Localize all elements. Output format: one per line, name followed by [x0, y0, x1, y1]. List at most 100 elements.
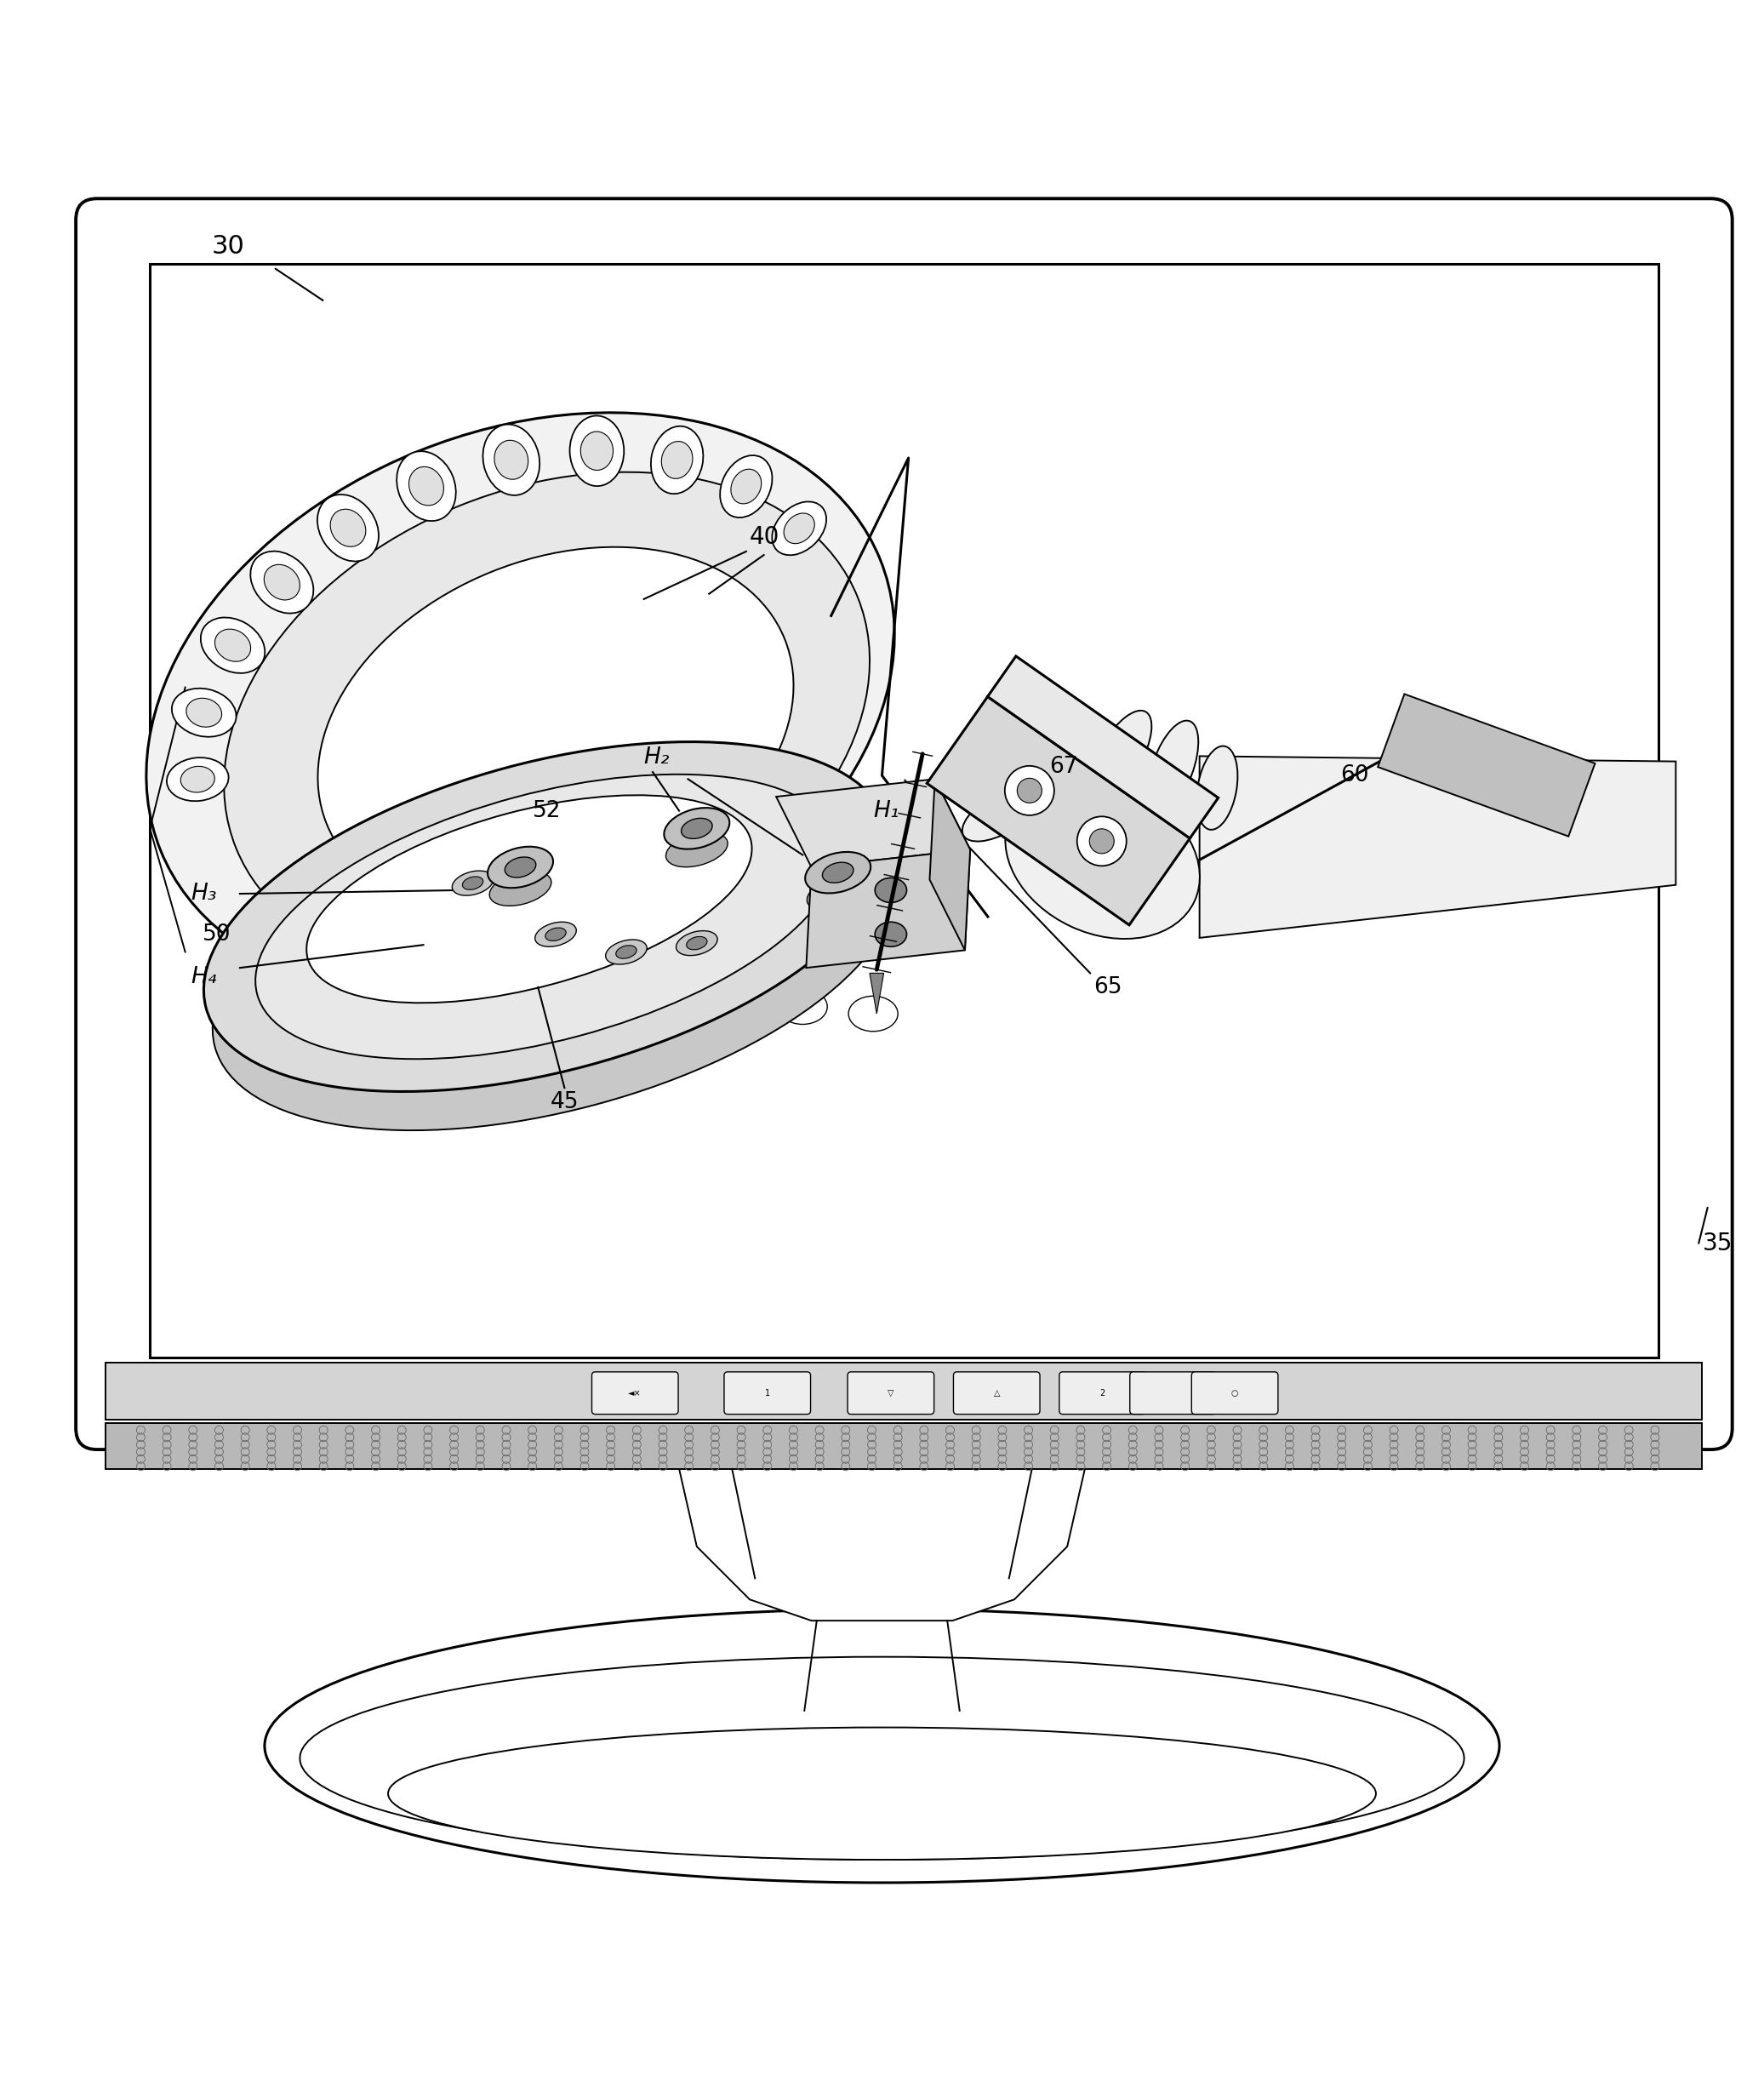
Ellipse shape: [662, 441, 693, 478]
Text: H₁: H₁: [873, 799, 900, 822]
Text: 40: 40: [750, 524, 780, 550]
Ellipse shape: [307, 795, 751, 1003]
Ellipse shape: [570, 415, 624, 487]
Ellipse shape: [425, 1013, 475, 1049]
Text: 1: 1: [766, 1389, 769, 1397]
Polygon shape: [988, 657, 1219, 839]
Bar: [106, 1422, 1702, 1469]
Ellipse shape: [707, 982, 757, 1018]
Ellipse shape: [681, 818, 713, 839]
Text: 50: 50: [203, 923, 231, 946]
Text: 45: 45: [550, 1091, 579, 1114]
Ellipse shape: [1014, 730, 1085, 810]
Ellipse shape: [487, 848, 554, 887]
Text: 67: 67: [1050, 755, 1078, 778]
Polygon shape: [870, 973, 884, 1013]
Text: △: △: [993, 1389, 1000, 1397]
Ellipse shape: [875, 921, 907, 946]
Ellipse shape: [848, 997, 898, 1032]
Ellipse shape: [1088, 711, 1152, 801]
Polygon shape: [1378, 694, 1595, 837]
Ellipse shape: [489, 871, 552, 906]
Ellipse shape: [496, 1005, 545, 1041]
Ellipse shape: [388, 1727, 1376, 1859]
Polygon shape: [679, 1469, 1085, 1620]
Ellipse shape: [201, 617, 265, 673]
Ellipse shape: [783, 514, 815, 543]
Ellipse shape: [566, 997, 616, 1032]
Ellipse shape: [651, 426, 704, 493]
Ellipse shape: [580, 432, 614, 470]
Text: H₂: H₂: [644, 747, 670, 770]
Ellipse shape: [720, 455, 773, 518]
Ellipse shape: [146, 413, 894, 997]
Circle shape: [1018, 778, 1043, 804]
Ellipse shape: [676, 932, 718, 955]
FancyBboxPatch shape: [76, 199, 1732, 1450]
Ellipse shape: [409, 466, 445, 506]
Ellipse shape: [963, 787, 1037, 841]
Text: 60: 60: [1341, 764, 1369, 787]
Ellipse shape: [1148, 720, 1198, 812]
Ellipse shape: [300, 1657, 1464, 1859]
Polygon shape: [776, 778, 970, 866]
Ellipse shape: [284, 1005, 333, 1041]
Text: H₄: H₄: [191, 965, 217, 988]
Ellipse shape: [265, 1609, 1499, 1882]
Ellipse shape: [187, 699, 222, 728]
Ellipse shape: [256, 774, 838, 1059]
Text: H₃: H₃: [191, 883, 217, 904]
Ellipse shape: [665, 833, 729, 866]
Ellipse shape: [330, 510, 365, 548]
FancyBboxPatch shape: [150, 264, 1658, 1357]
Text: 35: 35: [1702, 1232, 1732, 1255]
Ellipse shape: [534, 921, 577, 946]
Polygon shape: [1200, 755, 1676, 938]
Ellipse shape: [637, 988, 686, 1022]
FancyBboxPatch shape: [1131, 1372, 1217, 1414]
Ellipse shape: [224, 472, 870, 973]
Ellipse shape: [545, 927, 566, 940]
Text: 30: 30: [212, 233, 245, 258]
Circle shape: [1078, 816, 1127, 866]
Ellipse shape: [778, 988, 827, 1024]
Ellipse shape: [355, 1013, 404, 1049]
Ellipse shape: [397, 451, 455, 520]
Text: 2: 2: [1099, 1389, 1106, 1397]
Ellipse shape: [212, 780, 900, 1131]
Text: ◄×: ◄×: [628, 1389, 642, 1397]
Ellipse shape: [318, 495, 379, 562]
Ellipse shape: [686, 936, 707, 950]
Ellipse shape: [452, 871, 494, 896]
Text: ▽: ▽: [887, 1389, 894, 1397]
Ellipse shape: [318, 548, 794, 917]
Text: ○: ○: [1231, 1389, 1238, 1397]
Ellipse shape: [505, 858, 536, 877]
Bar: [106, 1364, 1702, 1420]
Polygon shape: [930, 778, 970, 950]
Ellipse shape: [730, 470, 762, 504]
Ellipse shape: [616, 946, 637, 959]
FancyBboxPatch shape: [848, 1372, 935, 1414]
Circle shape: [1005, 766, 1055, 816]
Circle shape: [1090, 829, 1115, 854]
Ellipse shape: [462, 877, 483, 890]
Ellipse shape: [1196, 747, 1238, 829]
Ellipse shape: [773, 501, 826, 556]
Ellipse shape: [168, 757, 229, 801]
Ellipse shape: [483, 424, 540, 495]
Ellipse shape: [265, 564, 300, 600]
Ellipse shape: [804, 852, 871, 894]
FancyBboxPatch shape: [953, 1372, 1041, 1414]
Ellipse shape: [494, 441, 527, 478]
Ellipse shape: [1005, 778, 1200, 938]
Ellipse shape: [822, 862, 854, 883]
Ellipse shape: [663, 808, 730, 850]
Ellipse shape: [875, 877, 907, 902]
FancyBboxPatch shape: [1058, 1372, 1147, 1414]
FancyBboxPatch shape: [593, 1372, 677, 1414]
Polygon shape: [926, 697, 1191, 925]
Text: 52: 52: [533, 799, 561, 822]
FancyBboxPatch shape: [1192, 1372, 1277, 1414]
Text: 65: 65: [1094, 976, 1122, 999]
